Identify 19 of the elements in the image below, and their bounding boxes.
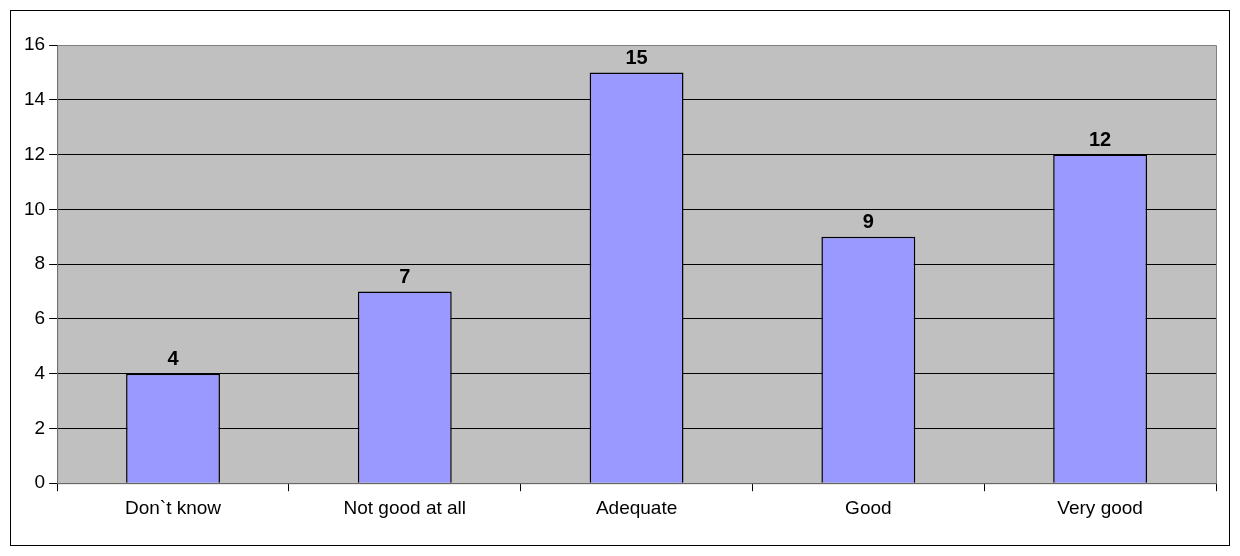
y-tick-label: 2	[34, 416, 46, 438]
y-tick-label: 8	[34, 252, 46, 274]
y-tick-label: 0	[34, 471, 46, 493]
y-tick-label: 16	[23, 33, 46, 55]
data-label: 12	[1088, 128, 1112, 151]
data-label: 9	[862, 210, 874, 233]
y-tick-label: 6	[34, 307, 46, 329]
data-label: 4	[167, 347, 180, 370]
data-label: 7	[399, 265, 411, 287]
x-tick-label: Not good at all	[343, 496, 467, 518]
x-tick-label: Don`t know	[124, 496, 222, 518]
x-tick-label: Good	[845, 496, 892, 518]
x-tick-label: Adequate	[595, 496, 678, 518]
y-tick-label: 12	[23, 142, 46, 164]
y-tick-label: 14	[23, 88, 46, 110]
data-label: 15	[625, 45, 648, 68]
y-tick-label: 4	[34, 361, 46, 383]
y-tick-label: 10	[23, 197, 46, 219]
x-tick-label: Very good	[1057, 496, 1143, 518]
